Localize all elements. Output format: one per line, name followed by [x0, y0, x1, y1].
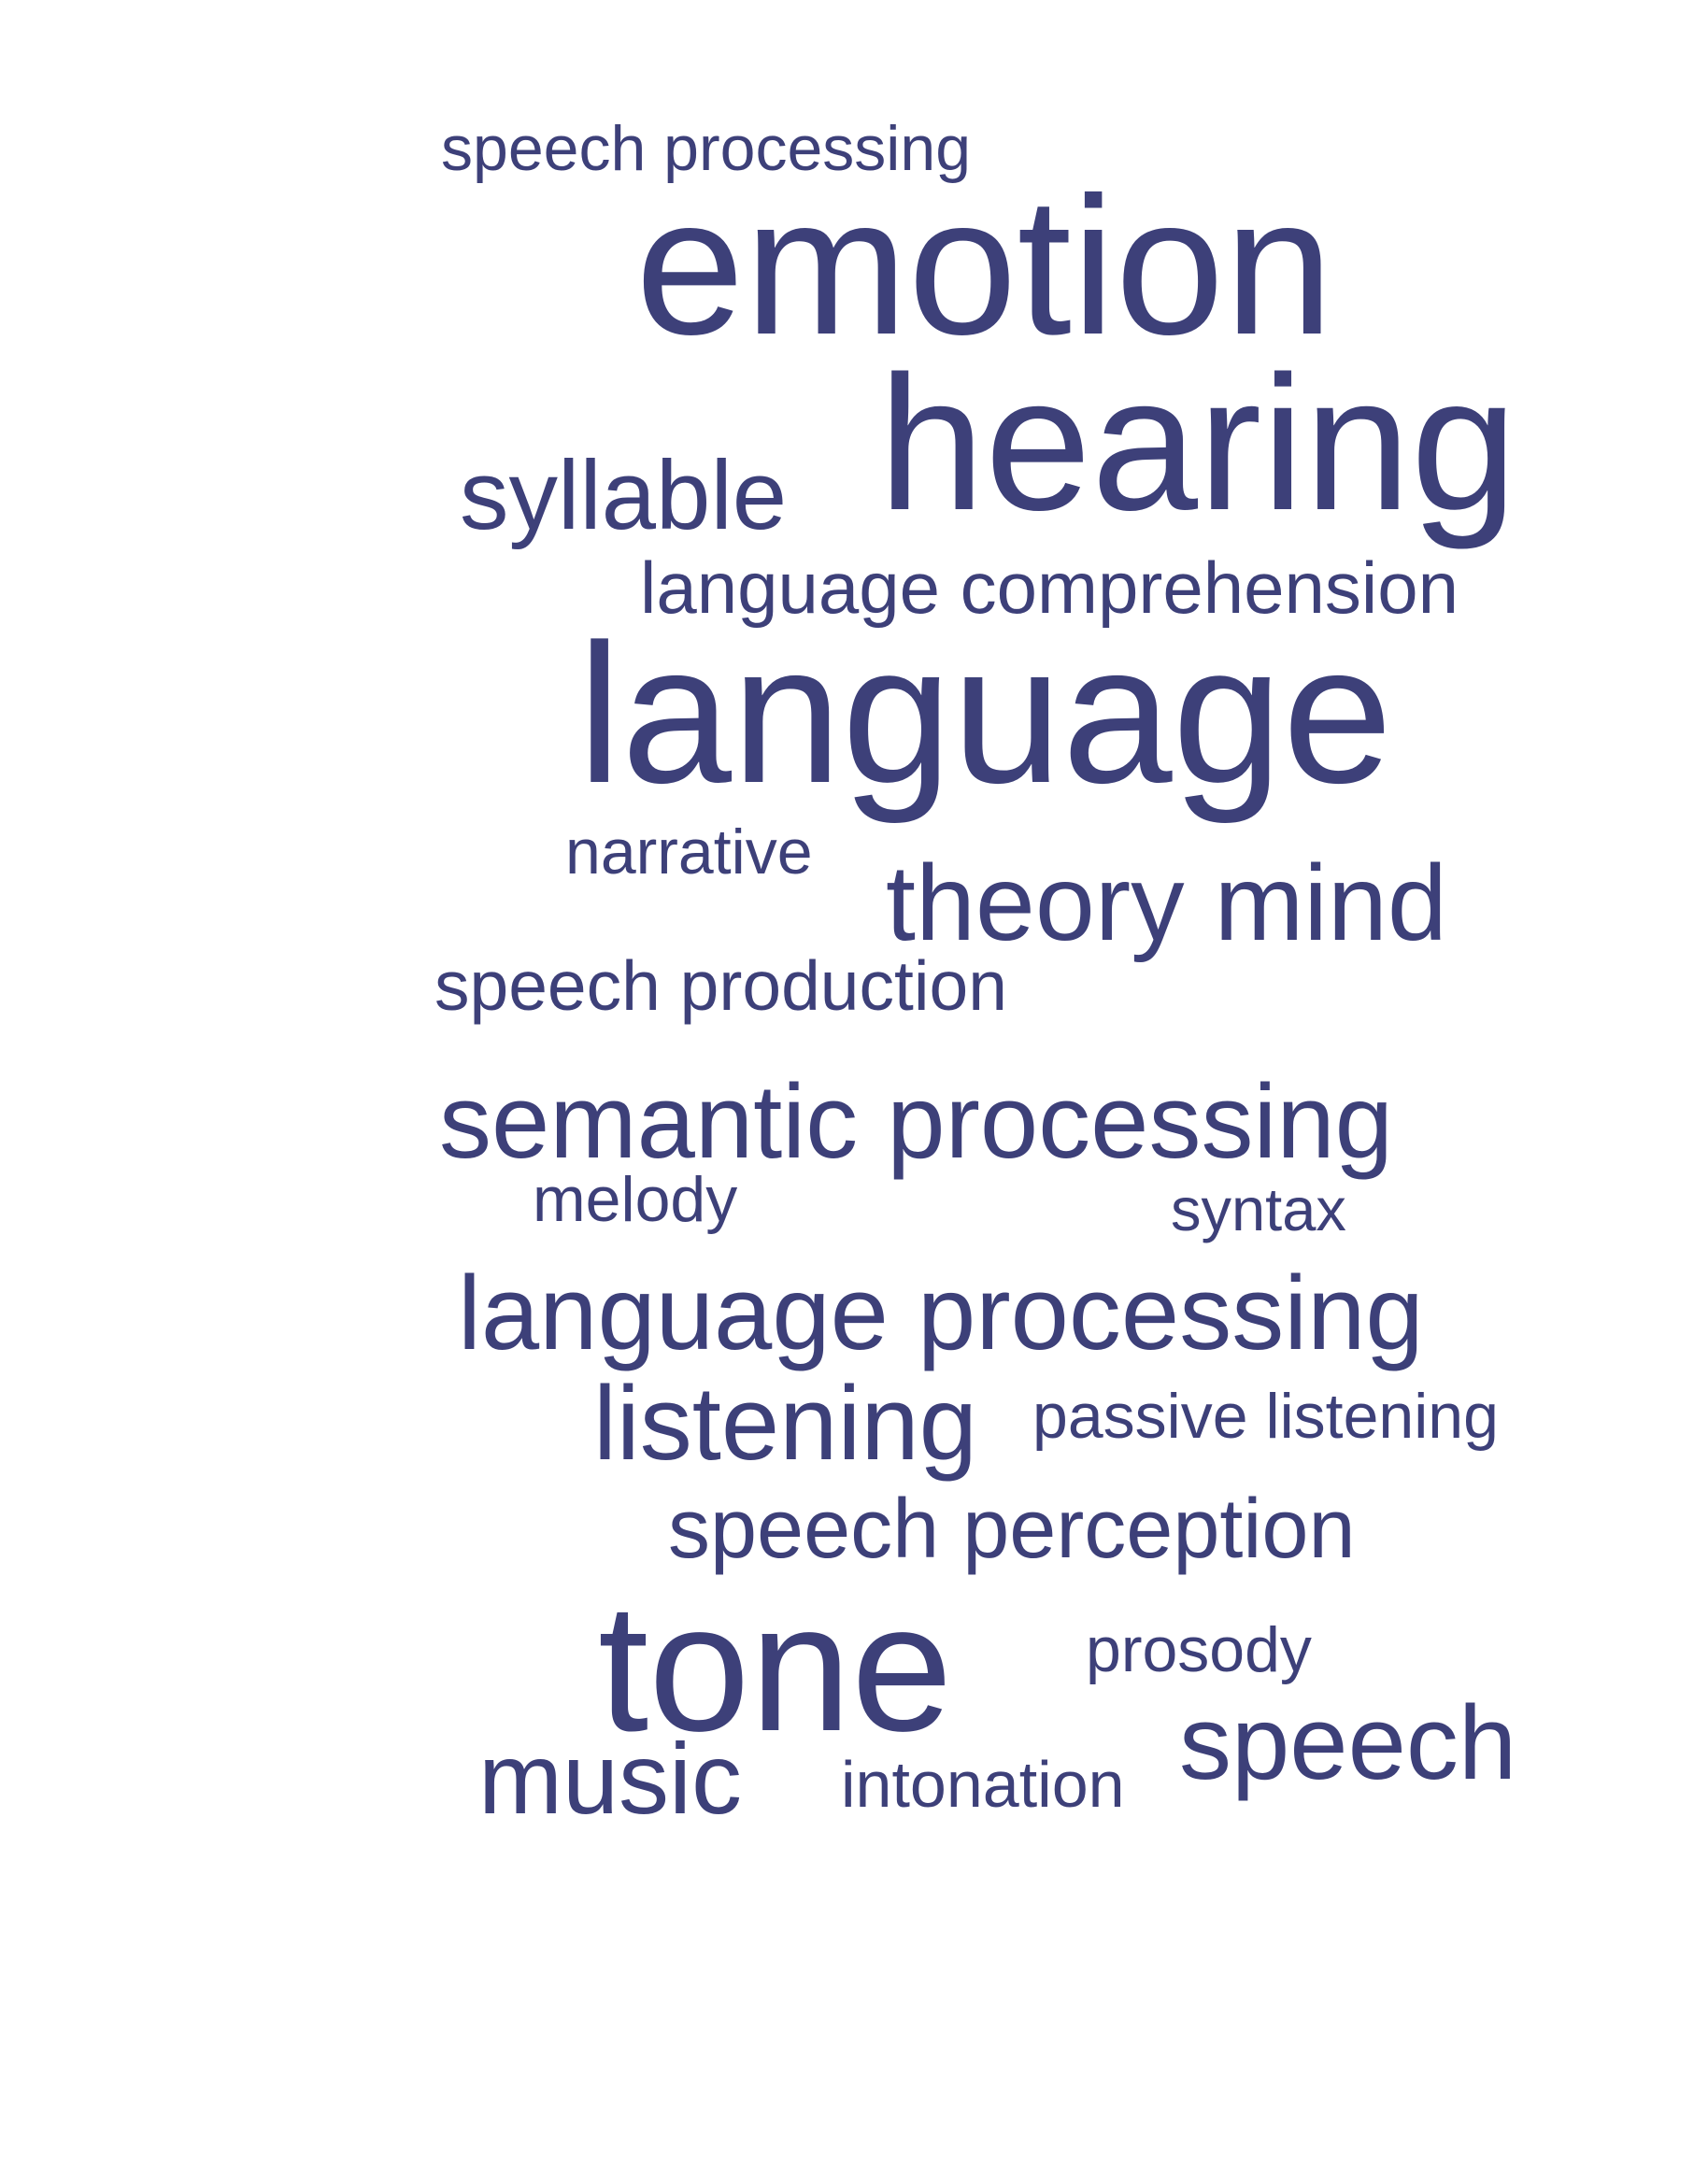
word-speech-processing: speech processing [441, 113, 972, 184]
word-passive-listening: passive listening [1032, 1381, 1499, 1452]
word-narrative: narrative [565, 816, 813, 887]
word-music: music [478, 1722, 743, 1835]
word-melody: melody [533, 1164, 738, 1235]
word-speech-perception: speech perception [668, 1483, 1356, 1576]
word-hearing: hearing [878, 336, 1517, 550]
word-language-comprehension: language comprehension [640, 547, 1459, 629]
word-intonation: intonation [841, 1748, 1125, 1821]
word-emotion: emotion [635, 156, 1334, 376]
word-language-processing: language processing [458, 1255, 1424, 1371]
word-prosody: prosody [1086, 1614, 1312, 1685]
word-tone: tone [598, 1566, 953, 1769]
word-semantic-processing: semantic processing [439, 1063, 1393, 1180]
word-listening: listening [593, 1365, 977, 1482]
word-speech: speech [1179, 1684, 1517, 1801]
word-speech-production: speech production [434, 946, 1007, 1025]
word-language: language [577, 603, 1393, 824]
word-syllable: syllable [460, 441, 788, 550]
word-syntax: syntax [1171, 1175, 1346, 1243]
word-theory-mind: theory mind [886, 844, 1447, 963]
